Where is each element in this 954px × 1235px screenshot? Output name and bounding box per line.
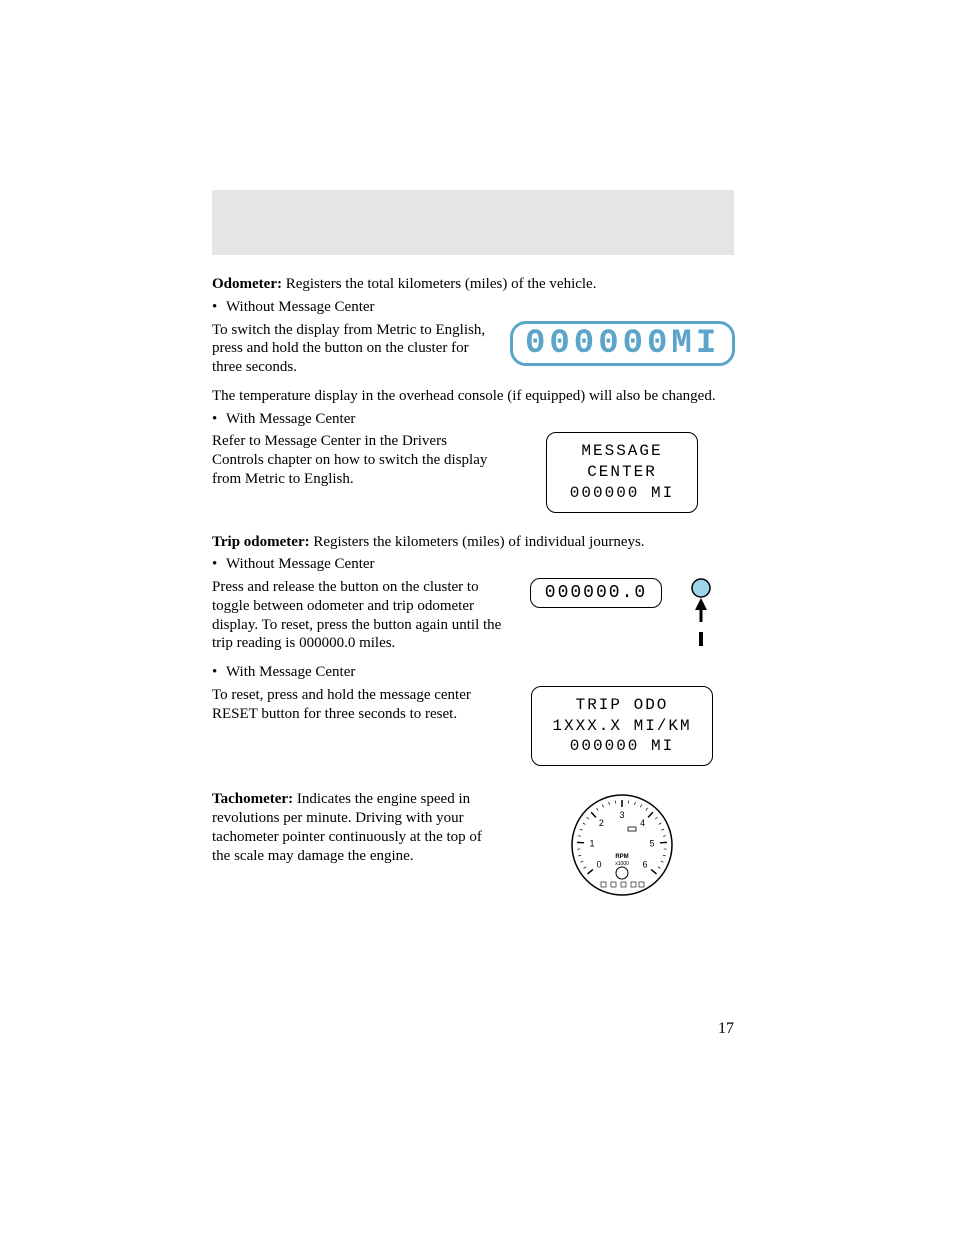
content: Odometer: Registers the total kilometers…: [212, 275, 734, 900]
odo-with-text-col: Refer to Message Center in the Drivers C…: [212, 432, 510, 492]
bullet-icon: •: [212, 663, 226, 682]
trip-without-label: Without Message Center: [226, 556, 375, 572]
svg-text:5: 5: [649, 839, 654, 849]
trip-desc: Registers the kilometers (miles) of indi…: [310, 534, 645, 550]
message-center-box: MESSAGE CENTER 000000 MI: [546, 432, 698, 512]
svg-text:1: 1: [590, 839, 595, 849]
svg-text:2: 2: [599, 818, 604, 828]
odo-with-text: Refer to Message Center in the Drivers C…: [212, 432, 502, 488]
svg-text:6: 6: [642, 860, 647, 870]
trip-msg-line1: TRIP ODO: [552, 695, 691, 716]
odo-temp-note: The temperature display in the overhead …: [212, 387, 734, 406]
trip-with-text-col: To reset, press and hold the message cen…: [212, 686, 510, 728]
odo-large-fig: 000000MI: [510, 321, 735, 366]
odometer-heading: Odometer: Registers the total kilometers…: [212, 275, 734, 294]
header-bar: [212, 190, 734, 255]
trip-with-label: With Message Center: [226, 664, 355, 680]
reset-button-icon: [688, 578, 714, 648]
trip-row: 000000.0: [530, 578, 714, 648]
trip-with-text: To reset, press and hold the message cen…: [212, 686, 502, 724]
odo-with-row: Refer to Message Center in the Drivers C…: [212, 432, 734, 512]
page-number: 17: [718, 1020, 734, 1038]
odo-without-bullet: •Without Message Center: [212, 298, 734, 317]
odo-without-text: To switch the display from Metric to Eng…: [212, 321, 502, 377]
msg-line3: 000000 MI: [567, 483, 677, 504]
odo-msg-fig: MESSAGE CENTER 000000 MI: [510, 432, 734, 512]
tach-text-col: Tachometer: Indicates the engine speed i…: [212, 790, 510, 869]
trip-with-bullet: •With Message Center: [212, 663, 734, 682]
trip-small-fig: 000000.0: [510, 578, 734, 648]
trip-without-bullet: •Without Message Center: [212, 555, 734, 574]
odo-with-bullet: •With Message Center: [212, 410, 734, 429]
trip-small-display: 000000.0: [530, 578, 662, 608]
tach-fig: 0 1 2 3 4 5 6 RPMx1000: [510, 790, 734, 900]
svg-text:4: 4: [640, 818, 645, 828]
page: Odometer: Registers the total kilometers…: [0, 0, 954, 881]
odo-without-text-col: To switch the display from Metric to Eng…: [212, 321, 510, 381]
svg-text:RPM: RPM: [615, 854, 628, 860]
trip-without-text-col: Press and release the button on the clus…: [212, 578, 510, 657]
trip-msg-box: TRIP ODO 1XXX.X MI/KM 000000 MI: [531, 686, 712, 766]
odo-with-label: With Message Center: [226, 411, 355, 427]
odo-without-label: Without Message Center: [226, 299, 375, 315]
svg-text:3: 3: [619, 810, 624, 820]
svg-text:0: 0: [597, 860, 602, 870]
tach-label: Tachometer:: [212, 791, 293, 807]
trip-heading: Trip odometer: Registers the kilometers …: [212, 533, 734, 552]
tachometer-gauge-icon: 0 1 2 3 4 5 6 RPMx1000: [567, 790, 677, 900]
trip-msg-fig: TRIP ODO 1XXX.X MI/KM 000000 MI: [510, 686, 734, 766]
tach-heading: Tachometer: Indicates the engine speed i…: [212, 790, 502, 865]
msg-line1: MESSAGE: [567, 441, 677, 462]
trip-with-row: To reset, press and hold the message cen…: [212, 686, 734, 766]
trip-label: Trip odometer:: [212, 534, 310, 550]
bullet-icon: •: [212, 410, 226, 429]
odometer-label: Odometer:: [212, 276, 282, 292]
svg-text:x1000: x1000: [615, 861, 629, 867]
tach-row: Tachometer: Indicates the engine speed i…: [212, 790, 734, 900]
bullet-icon: •: [212, 555, 226, 574]
odo-without-row: To switch the display from Metric to Eng…: [212, 321, 734, 381]
odometer-large-display: 000000MI: [510, 321, 735, 366]
trip-without-row: Press and release the button on the clus…: [212, 578, 734, 657]
trip-without-text: Press and release the button on the clus…: [212, 578, 502, 653]
bullet-icon: •: [212, 298, 226, 317]
trip-msg-line2: 1XXX.X MI/KM: [552, 716, 691, 737]
trip-msg-line3: 000000 MI: [552, 736, 691, 757]
msg-line2: CENTER: [567, 462, 677, 483]
odometer-desc: Registers the total kilometers (miles) o…: [282, 276, 597, 292]
